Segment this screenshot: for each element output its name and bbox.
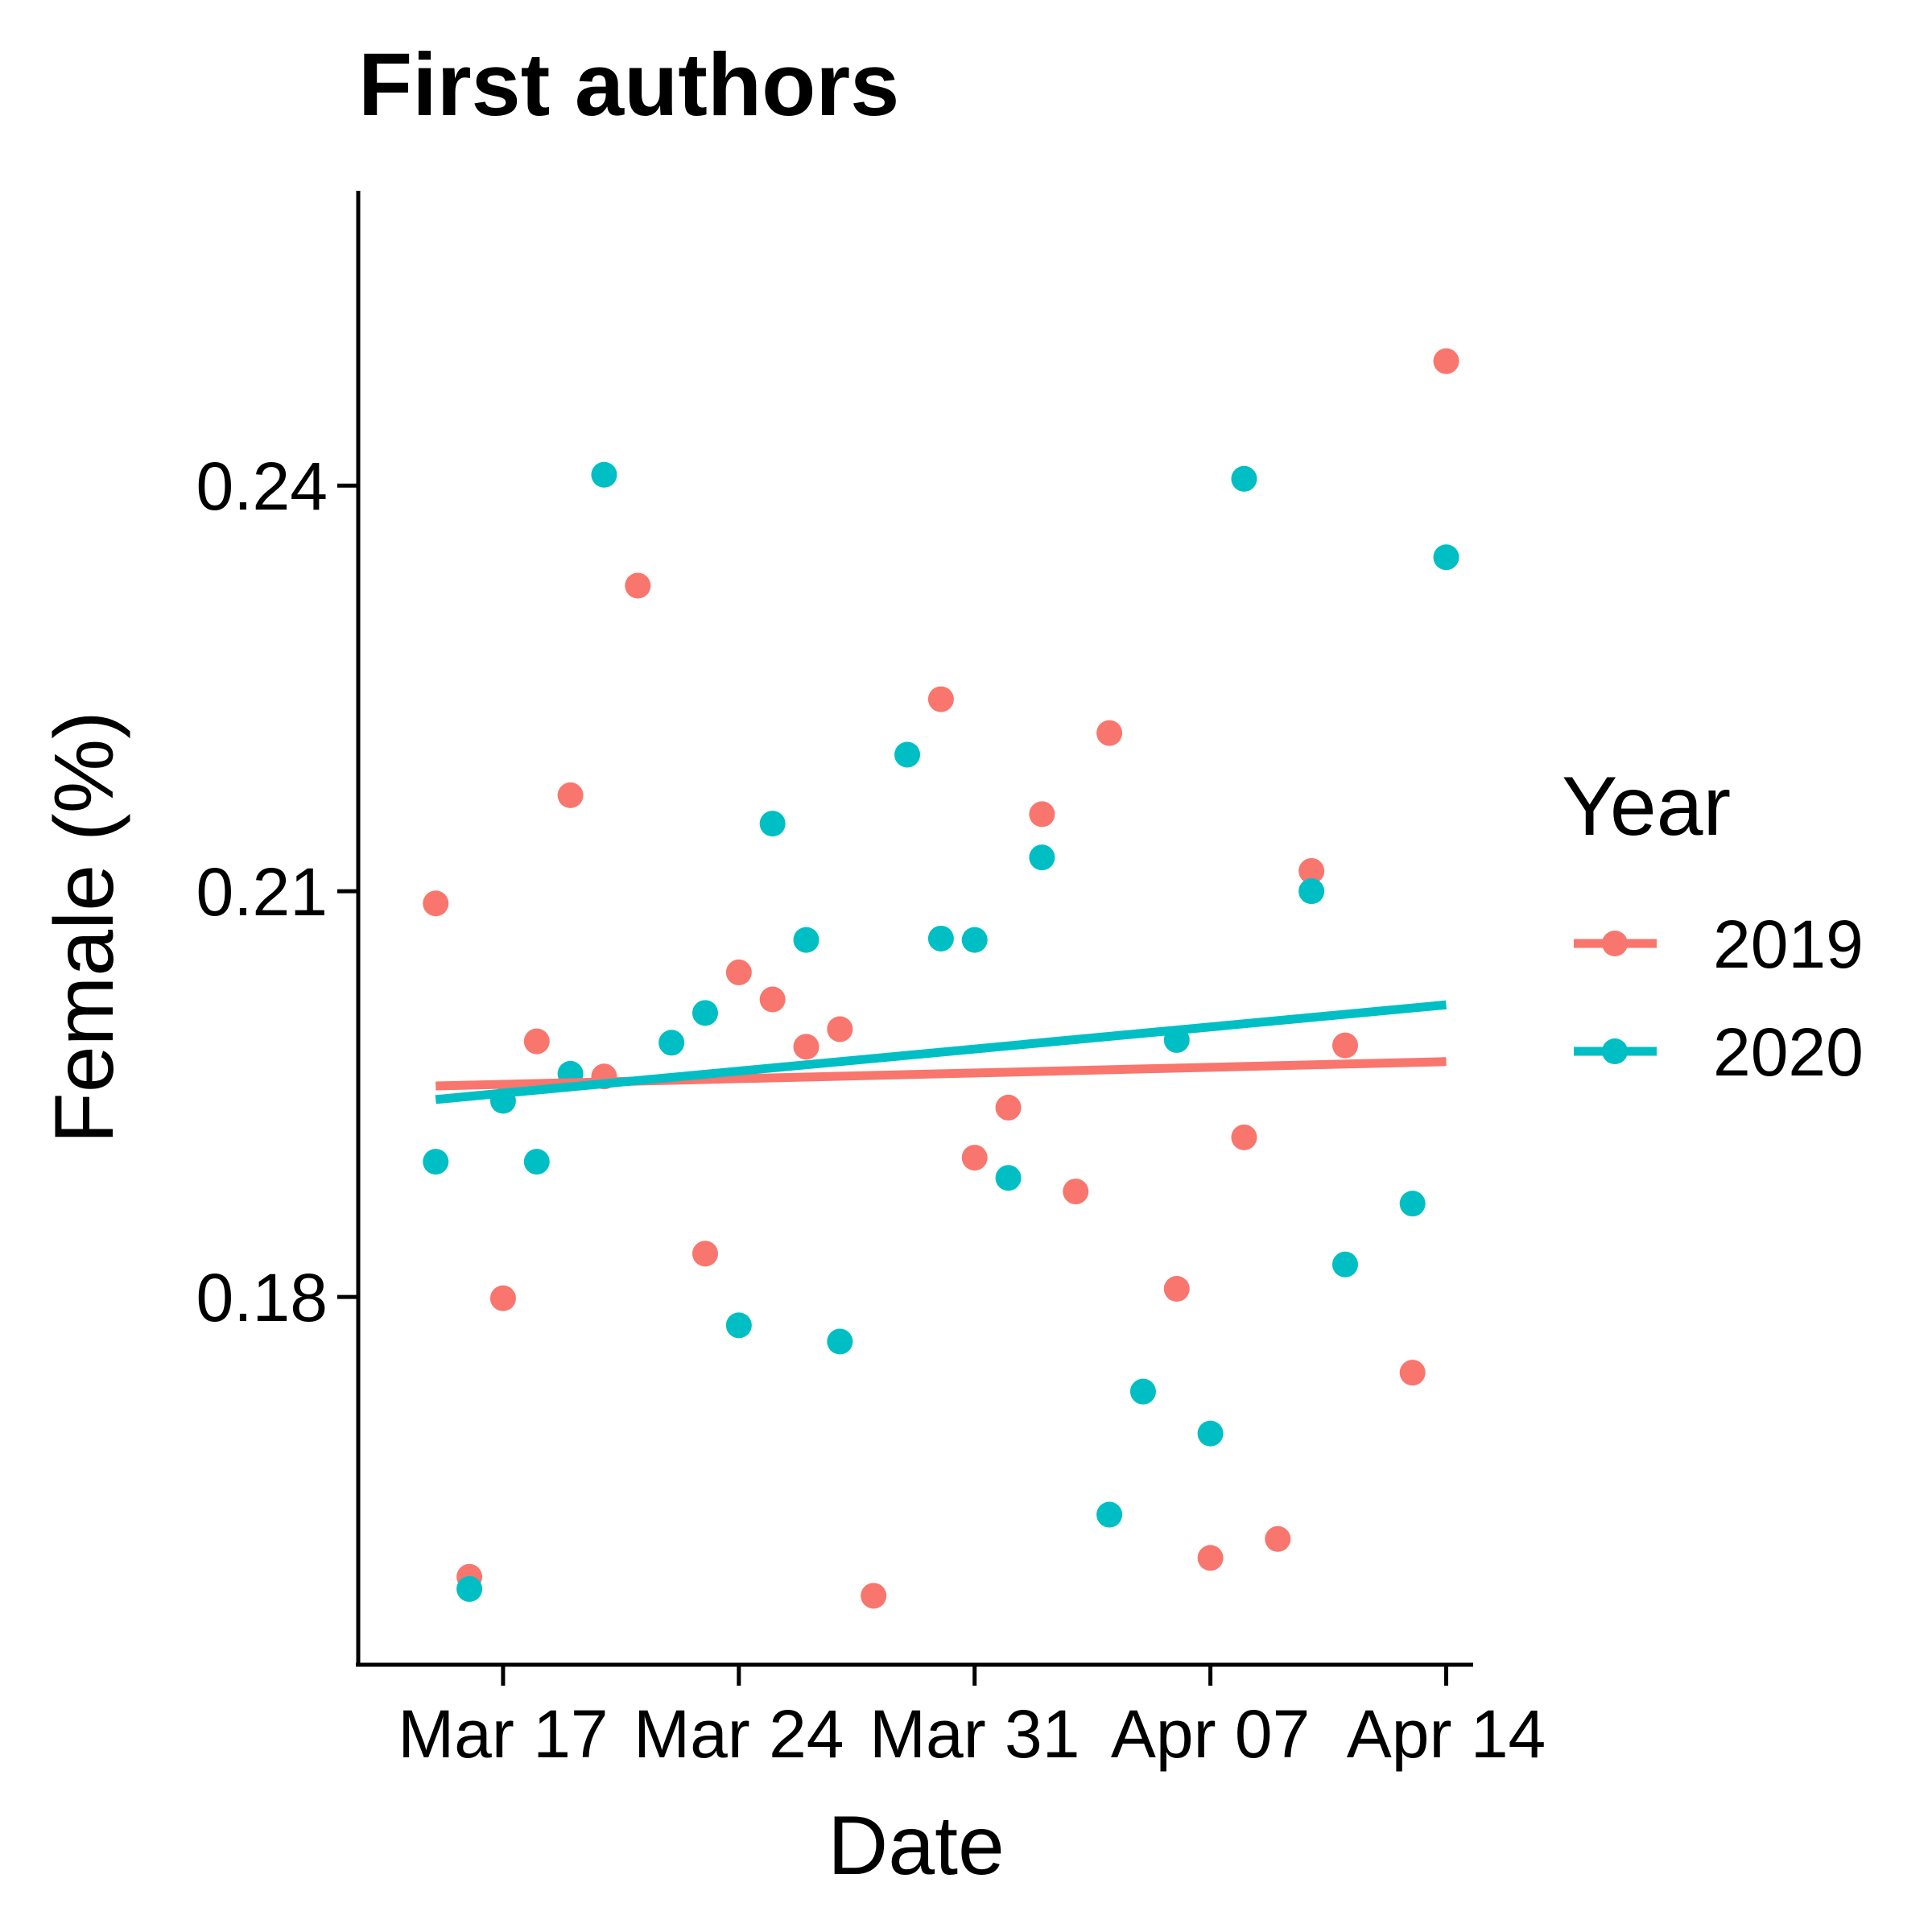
point-2019-22 [1265,1525,1291,1552]
point-2020-10 [793,927,819,953]
point-2019-24 [1331,1032,1358,1059]
point-2019-19 [1163,1276,1190,1302]
point-2020-21 [1231,465,1257,492]
point-2020-8 [725,1312,752,1339]
point-2019-10 [793,1034,819,1060]
legend: Year 2019 2020 [1562,760,1864,1090]
point-2019-15 [995,1094,1022,1121]
point-2020-0 [423,1149,449,1175]
point-2020-14 [961,927,988,953]
point-2019-13 [927,686,954,712]
point-2019-12 [861,1583,887,1609]
y-tick-label-1: 0.21 [196,854,328,930]
point-2020-23 [1331,1251,1358,1278]
x-tick-label-4: Apr 14 [1347,1696,1546,1772]
point-2020-20 [1197,1420,1224,1447]
point-2020-7 [691,1000,718,1026]
point-2020-13 [927,925,954,952]
x-tick-label-1: Mar 24 [634,1696,844,1772]
point-2019-26 [1433,348,1459,374]
point-2019-6 [625,572,651,599]
point-2019-20 [1197,1545,1224,1571]
legend-key-point-2020 [1602,1038,1628,1064]
x-tick-label-0: Mar 17 [398,1696,608,1772]
point-2019-7 [691,1241,718,1267]
point-2020-17 [1096,1501,1123,1528]
y-tick-label-0: 0.18 [196,1260,328,1335]
point-2020-15 [995,1165,1022,1191]
point-2019-17 [1063,1179,1089,1205]
y-tick-label-2: 0.24 [196,448,328,524]
x-axis-ticks: Mar 17 Mar 24 Mar 31 Apr 07 Apr 14 [398,1665,1546,1772]
legend-key-point-2019 [1602,931,1628,956]
point-2020-16 [1029,844,1055,871]
plot-area [423,348,1459,1609]
point-2019-3 [523,1028,550,1055]
point-2019-14 [961,1145,988,1171]
point-2020-22 [1298,878,1325,905]
legend-title: Year [1562,760,1731,853]
point-2020-12 [894,741,921,768]
point-2019-16 [1029,801,1055,828]
point-2020-11 [827,1328,853,1355]
point-2019-9 [759,986,786,1013]
point-2019-2 [489,1285,516,1311]
legend-label-2019: 2019 [1713,906,1864,982]
point-2020-25 [1433,544,1459,571]
point-2020-9 [759,811,786,837]
point-2019-25 [1399,1360,1426,1386]
chart-title: First authors [358,35,899,134]
trend-line-2020 [435,1000,1447,1104]
point-2019-11 [827,1016,853,1042]
x-tick-label-3: Apr 07 [1111,1696,1311,1772]
x-tick-label-2: Mar 31 [869,1696,1080,1772]
y-axis-title: Female (%) [38,711,131,1143]
legend-label-2020: 2020 [1713,1014,1864,1090]
point-2019-23 [1298,857,1325,884]
point-2020-1 [456,1575,483,1602]
point-2020-18 [1129,1378,1156,1405]
point-2020-6 [658,1030,685,1056]
point-2019-0 [423,890,449,917]
point-2019-18 [1096,720,1123,746]
y-axis-ticks: 0.18 0.21 0.24 [196,448,358,1335]
point-2020-5 [591,461,617,488]
point-2019-8 [725,959,752,985]
point-2019-21 [1231,1124,1257,1150]
point-2020-3 [523,1149,550,1175]
point-2020-24 [1399,1191,1426,1217]
point-2019-4 [557,782,584,808]
x-axis-title: Date [828,1799,1005,1893]
